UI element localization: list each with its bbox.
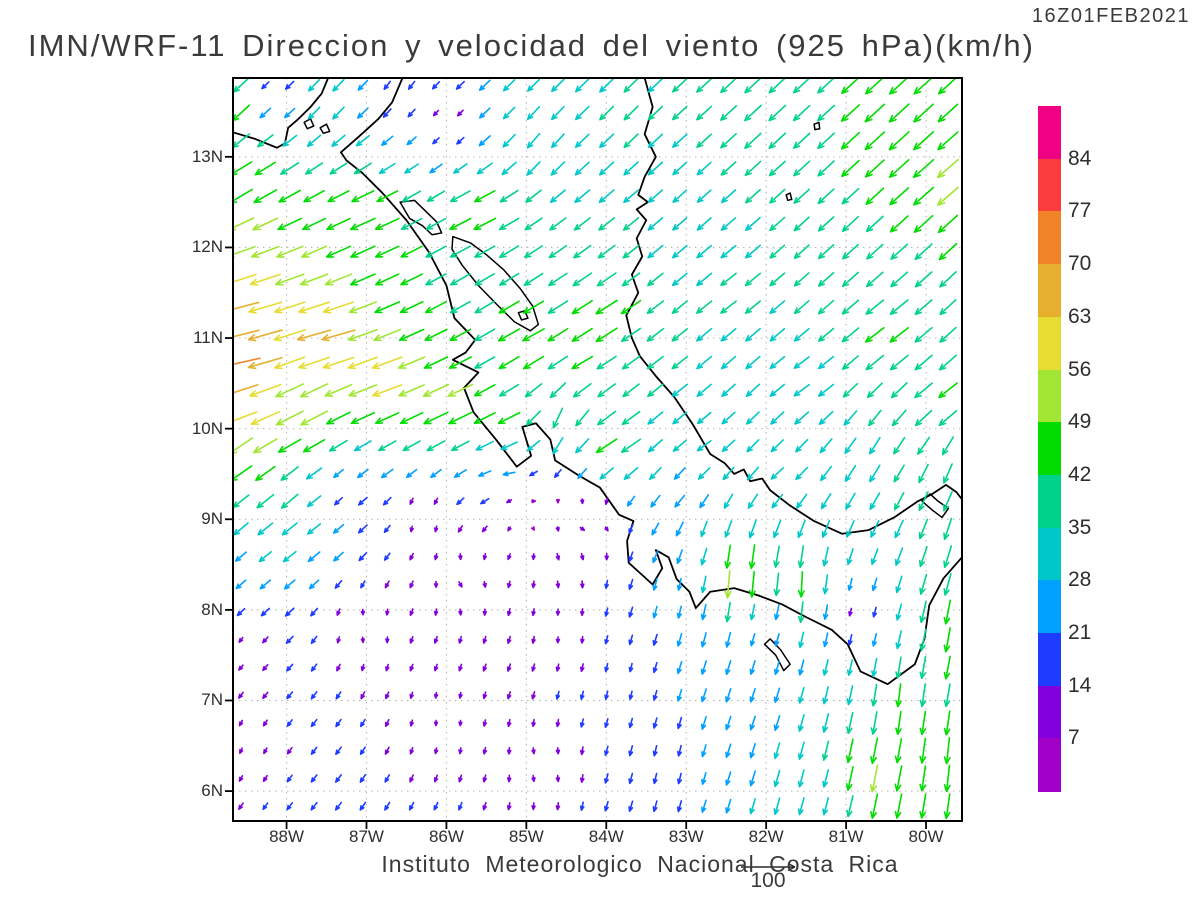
colorbar-tick-label: 14 — [1068, 673, 1092, 697]
lon-axis-label: 84W — [588, 827, 624, 846]
valid-time-label: 16Z01FEB2021 — [1031, 5, 1190, 27]
colorbar-segment — [1038, 527, 1061, 581]
lon-axis-label: 81W — [828, 827, 864, 846]
colorbar-segment — [1038, 369, 1061, 423]
lon-axis-label: 80W — [908, 827, 944, 846]
chart-title: IMN/WRF-11 Direccion y velocidad del vie… — [28, 28, 1035, 63]
lat-axis-label: 13N — [191, 146, 223, 166]
colorbar-segment — [1038, 580, 1061, 634]
colorbar-segment — [1038, 474, 1061, 529]
colorbar-segment — [1038, 158, 1061, 212]
colorbar-segment — [1038, 211, 1061, 265]
colorbar-segment — [1038, 633, 1061, 687]
lat-axis-label: 7N — [201, 690, 223, 710]
colorbar-segment — [1038, 422, 1061, 476]
colorbar-tick-label: 84 — [1068, 146, 1092, 170]
colorbar-segment — [1038, 264, 1061, 318]
reference-vector-label: 100 — [750, 869, 786, 892]
lon-axis-label: 87W — [349, 827, 384, 846]
colorbar-segment — [1038, 316, 1061, 370]
colorbar-segment — [1038, 106, 1061, 160]
lat-axis-label: 10N — [191, 418, 223, 438]
lat-axis-label: 11N — [193, 328, 223, 348]
lat-axis-label: 6N — [201, 781, 223, 801]
institute-footer: Instituto Meteorologico Nacional Costa R… — [381, 851, 899, 877]
lat-axis-label: 8N — [201, 599, 223, 619]
colorbar-tick-label: 28 — [1068, 568, 1092, 592]
colorbar-tick-label: 63 — [1068, 304, 1092, 328]
lat-axis-label: 12N — [191, 237, 223, 257]
lat-axis-label: 9N — [201, 509, 223, 529]
colorbar-segment — [1038, 685, 1061, 739]
lon-axis-label: 86W — [428, 827, 464, 846]
lon-axis-label: 85W — [508, 827, 544, 846]
colorbar-tick-label: 49 — [1068, 410, 1092, 434]
lon-axis-label: 82W — [748, 827, 784, 846]
lon-axis-label: 83W — [668, 827, 704, 846]
colorbar-tick-label: 42 — [1068, 462, 1092, 486]
colorbar-tick-label: 7 — [1068, 726, 1080, 750]
colorbar-tick-label: 70 — [1068, 252, 1092, 276]
colorbar-tick-label: 21 — [1068, 621, 1092, 644]
lon-axis-label: 88W — [269, 827, 305, 846]
colorbar-tick-label: 35 — [1068, 515, 1092, 539]
colorbar-segment — [1038, 738, 1061, 792]
colorbar-tick-label: 77 — [1068, 199, 1092, 223]
colorbar-tick-label: 56 — [1068, 357, 1092, 381]
